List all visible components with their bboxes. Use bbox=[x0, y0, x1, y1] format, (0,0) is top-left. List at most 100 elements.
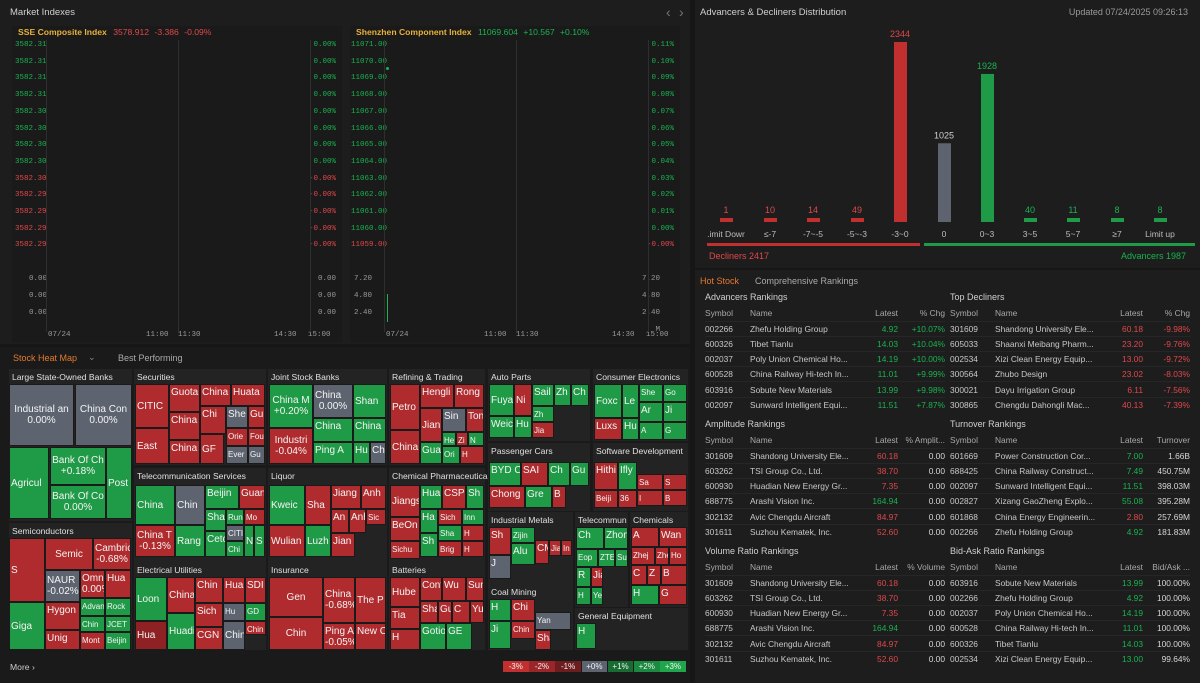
heatmap-tile[interactable]: Huata bbox=[231, 384, 265, 406]
heatmap-tile[interactable]: C bbox=[452, 601, 470, 623]
prev-icon[interactable]: ‹ bbox=[666, 4, 671, 20]
distribution-bar[interactable] bbox=[764, 218, 777, 222]
heatmap-tile[interactable]: Wulian bbox=[269, 525, 305, 557]
heatmap-tile[interactable]: Brig bbox=[438, 541, 462, 557]
heatmap-tile[interactable]: Orie bbox=[226, 428, 248, 446]
table-row[interactable]: 688425 China Railway Construct... 7.49 450.… bbox=[950, 463, 1190, 478]
table-row[interactable]: 301609 Shandong University Ele... 60.18 0.0… bbox=[705, 575, 945, 590]
heatmap-tile[interactable]: Chi bbox=[226, 541, 244, 557]
heatmap-tile[interactable]: Chi bbox=[370, 442, 386, 464]
distribution-bar[interactable] bbox=[894, 42, 907, 222]
heatmap-tile[interactable]: Chi bbox=[200, 406, 226, 434]
heatmap-tile[interactable]: Sha bbox=[438, 525, 462, 541]
table-row[interactable]: 002097 Sunward Intelligent Equi... 11.51 39… bbox=[950, 478, 1190, 494]
heatmap-tile[interactable]: Gre bbox=[525, 486, 552, 508]
heatmap-tile[interactable]: Chin bbox=[195, 577, 223, 603]
heatmap-tile[interactable]: A bbox=[639, 422, 663, 440]
heatmap-tile[interactable]: Hu bbox=[353, 442, 370, 464]
heatmap-tile[interactable]: B bbox=[663, 490, 687, 506]
heatmap-tile[interactable]: Rock bbox=[105, 598, 131, 616]
table-row[interactable]: 605033 Shaanxi Meibang Pharm... 23.20 -9.76… bbox=[950, 336, 1190, 351]
heatmap-tile[interactable]: Zi bbox=[456, 432, 468, 446]
heatmap-tile[interactable]: CM bbox=[535, 540, 549, 564]
column-header[interactable]: % Chg bbox=[919, 308, 945, 319]
heatmap-tile[interactable]: SDI bbox=[245, 577, 266, 603]
heatmap-tile[interactable]: Sa bbox=[637, 474, 663, 490]
heatmap-tile[interactable]: Industri -0.04% bbox=[269, 428, 313, 464]
heatmap-tile[interactable]: Chin bbox=[175, 485, 205, 525]
heatmap-tile[interactable]: Kweic bbox=[269, 485, 305, 525]
column-header[interactable]: Name bbox=[995, 435, 1018, 446]
heatmap-tile[interactable]: Sail bbox=[532, 384, 554, 406]
heatmap-tile[interactable]: Bank Of Ch +0.18% bbox=[50, 447, 106, 485]
heatmap-tile[interactable]: Beijin bbox=[105, 632, 131, 650]
table-row[interactable]: 688775 Arashi Vision Inc. 164.94 0.00 bbox=[705, 620, 945, 636]
heatmap-tile[interactable]: Huan bbox=[223, 577, 245, 603]
column-header[interactable]: % Amplit... bbox=[905, 435, 945, 446]
heatmap-tile[interactable]: Yu bbox=[470, 601, 484, 623]
heatmap-tile[interactable]: B bbox=[552, 486, 566, 508]
table-row[interactable]: 301609 Shandong University Ele... 60.18 -9.… bbox=[950, 321, 1190, 336]
heatmap-tile[interactable]: Zhon bbox=[604, 527, 628, 549]
heatmap-tile[interactable]: Sin bbox=[442, 408, 466, 432]
heatmap-tile[interactable]: Ton bbox=[466, 408, 484, 432]
heatmap-tile[interactable]: Guan bbox=[239, 485, 265, 509]
heatmap-tile[interactable]: I bbox=[637, 490, 663, 506]
table-row[interactable]: 300021 Dayu Irrigation Group 6.11 -7.56% bbox=[950, 381, 1190, 397]
heatmap-tile[interactable]: The P bbox=[355, 577, 386, 623]
heatmap-tile[interactable]: Cont bbox=[420, 577, 442, 601]
heatmap-tile[interactable]: Ever bbox=[226, 446, 248, 464]
heatmap-tile[interactable]: H bbox=[462, 541, 484, 557]
table-row[interactable]: 301611 Suzhou Kematek, Inc. 52.60 0.00 bbox=[705, 651, 945, 666]
heatmap-tile[interactable]: Go bbox=[663, 384, 687, 402]
column-header[interactable]: Latest bbox=[875, 435, 898, 446]
heatmap-tile[interactable]: Ni bbox=[514, 384, 532, 416]
heatmap-tile[interactable]: S bbox=[254, 525, 265, 557]
heatmap-tile[interactable]: 36 bbox=[618, 490, 637, 508]
heatmap-tile[interactable]: In bbox=[561, 540, 572, 556]
column-header[interactable]: Symbol bbox=[950, 435, 978, 446]
table-row[interactable]: 300865 Chengdu Dahongli Mac... 40.13 -7.39% bbox=[950, 397, 1190, 412]
table-row[interactable]: 600930 Huadian New Energy Gr... 7.35 0.00 bbox=[705, 605, 945, 621]
heatmap-tile[interactable]: Sichu bbox=[390, 541, 420, 559]
heatmap-tile[interactable]: N bbox=[244, 525, 254, 557]
heatmap-tile[interactable]: Foxc bbox=[594, 384, 622, 418]
distribution-bar[interactable] bbox=[720, 218, 733, 222]
heatmap-tile[interactable]: Chin bbox=[80, 616, 105, 632]
heatmap-tile[interactable]: Sich bbox=[195, 603, 223, 627]
table-row[interactable]: 002037 Poly Union Chemical Ho... 14.19 100.… bbox=[950, 605, 1190, 621]
heatmap-tile[interactable]: Chin bbox=[511, 621, 535, 639]
table-row[interactable]: 600326 Tibet Tianlu 14.03 100.00% bbox=[950, 635, 1190, 651]
heatmap-tile[interactable]: Ji bbox=[663, 402, 687, 422]
heatmap-tile[interactable]: Sich bbox=[438, 509, 462, 525]
heatmap-tile[interactable]: Industrial an 0.00% bbox=[9, 384, 74, 446]
szse-chart[interactable]: Shenzhen Component Index 11069.604 +10.5… bbox=[350, 26, 680, 342]
heatmap-tile[interactable]: Hygon bbox=[45, 602, 80, 630]
table-row[interactable]: 603262 TSI Group Co., Ltd. 38.70 0.00 bbox=[705, 463, 945, 478]
table-row[interactable]: 601868 China Energy Engineerin... 2.80 257.… bbox=[950, 508, 1190, 524]
heatmap-tile[interactable]: Hube bbox=[390, 577, 420, 607]
heatmap-tile[interactable]: Rang bbox=[175, 525, 205, 557]
heatmap-tile[interactable]: CITIC bbox=[135, 384, 169, 428]
heatmap-tile[interactable]: S bbox=[663, 474, 687, 490]
heatmap-tile[interactable]: B bbox=[661, 565, 687, 585]
tab-comprehensive-rankings[interactable]: Comprehensive Rankings bbox=[755, 276, 859, 286]
heatmap-tile[interactable]: Sic bbox=[366, 509, 386, 525]
heatmap-tile[interactable]: Gu bbox=[438, 601, 452, 623]
table-row[interactable]: 002037 Poly Union Chemical Ho... 14.19 +10.… bbox=[705, 351, 945, 367]
column-header[interactable]: Symbol bbox=[705, 435, 733, 446]
heatmap-tile[interactable]: H bbox=[489, 599, 511, 621]
heatmap-tile[interactable]: J bbox=[489, 555, 511, 579]
heatmap-tile[interactable]: Jiang bbox=[331, 485, 361, 509]
heatmap-tile[interactable]: Jian bbox=[420, 408, 442, 442]
heatmap-tile[interactable]: H bbox=[576, 587, 591, 605]
heatmap-tile[interactable]: Wu bbox=[442, 577, 466, 601]
heatmap-tile[interactable]: CITI bbox=[226, 525, 244, 541]
table-row[interactable]: 301609 Shandong University Ele... 60.18 0.0… bbox=[705, 448, 945, 463]
heatmap-tile[interactable]: Hu bbox=[622, 418, 639, 440]
heatmap-tile[interactable]: Mo bbox=[244, 509, 265, 525]
heatmap-tile[interactable]: Ye bbox=[591, 587, 603, 605]
heatmap-tile[interactable]: Zh bbox=[532, 406, 554, 422]
heatmap-tile[interactable]: China Life-0.68% bbox=[323, 577, 355, 623]
